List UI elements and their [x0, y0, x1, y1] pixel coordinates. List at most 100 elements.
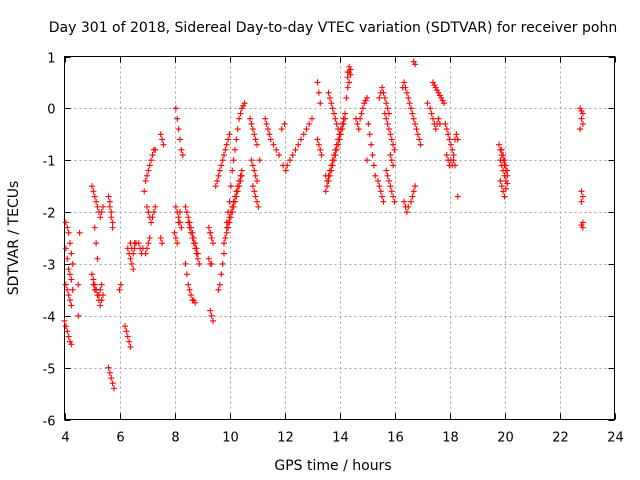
x-tick-label: 8	[171, 431, 179, 446]
data-point	[234, 126, 241, 133]
data-point	[449, 146, 456, 153]
data-point	[430, 115, 436, 122]
data-point	[64, 255, 71, 262]
data-point	[248, 120, 255, 127]
data-point	[252, 136, 259, 143]
data-point	[281, 120, 288, 127]
data-point	[93, 240, 100, 247]
data-point	[223, 141, 230, 148]
data-point	[450, 157, 457, 164]
data-point	[65, 266, 72, 273]
data-point	[300, 131, 307, 138]
data-point	[298, 136, 304, 143]
data-point	[98, 209, 105, 216]
data-point	[287, 157, 293, 164]
data-point	[410, 115, 417, 122]
data-point	[67, 297, 73, 304]
data-point	[124, 333, 131, 340]
data-point	[336, 136, 343, 143]
x-tick-label: 22	[552, 431, 569, 446]
data-point	[248, 157, 255, 164]
data-point	[146, 162, 153, 169]
data-point	[229, 203, 236, 210]
data-point	[578, 115, 585, 122]
data-point	[75, 312, 82, 319]
data-point	[424, 100, 431, 107]
data-point	[405, 94, 412, 101]
data-point	[97, 302, 104, 309]
data-point	[145, 209, 152, 216]
data-point	[238, 105, 245, 112]
x-tick-label: 12	[277, 431, 294, 446]
data-point	[364, 157, 370, 164]
data-point	[62, 245, 69, 252]
data-point	[238, 167, 245, 174]
data-point	[386, 126, 392, 133]
y-tick-label: -3	[43, 259, 56, 274]
data-point	[178, 146, 185, 153]
data-point	[109, 380, 116, 387]
data-point	[222, 235, 229, 241]
data-point	[106, 198, 113, 205]
data-point	[216, 281, 223, 288]
data-point	[97, 214, 104, 221]
data-point	[69, 286, 76, 293]
data-point	[284, 162, 291, 169]
data-point	[183, 271, 190, 278]
data-point	[221, 240, 227, 247]
data-point	[390, 141, 397, 148]
data-point	[329, 162, 336, 169]
data-point	[236, 115, 243, 122]
data-point	[579, 224, 586, 231]
data-point	[208, 235, 215, 241]
data-point	[175, 214, 182, 221]
data-point	[332, 115, 339, 122]
data-point	[390, 162, 397, 169]
data-point	[289, 152, 296, 159]
data-point	[498, 162, 505, 169]
tick-layer	[64, 56, 616, 421]
data-point	[142, 250, 149, 257]
data-point	[252, 193, 259, 200]
data-point	[383, 167, 390, 174]
data-point	[502, 177, 509, 184]
data-point	[270, 141, 277, 148]
data-point	[500, 167, 507, 174]
data-point	[149, 214, 156, 221]
data-point	[89, 271, 95, 278]
data-point	[65, 292, 72, 299]
data-point	[365, 120, 372, 127]
data-point	[171, 229, 178, 236]
data-point	[335, 141, 342, 148]
data-point	[391, 146, 398, 153]
data-point	[417, 141, 424, 148]
data-point	[266, 131, 273, 138]
data-point	[229, 167, 236, 174]
data-point	[117, 281, 124, 288]
data-point	[375, 177, 381, 184]
data-point	[90, 281, 97, 288]
data-point	[412, 61, 419, 68]
data-point	[94, 203, 101, 210]
x-tick-label: 16	[387, 431, 404, 446]
data-point	[183, 209, 190, 216]
data-point	[427, 105, 434, 112]
data-point	[322, 188, 329, 195]
data-point	[226, 214, 233, 221]
data-point	[370, 162, 377, 169]
data-point	[380, 89, 387, 96]
x-tick-label: 24	[607, 431, 624, 446]
data-point	[98, 297, 105, 304]
data-point	[578, 222, 585, 229]
data-point	[251, 167, 258, 174]
data-point	[384, 120, 391, 127]
data-point	[97, 286, 104, 293]
data-point	[67, 271, 73, 278]
data-point	[346, 79, 353, 86]
data-point	[175, 219, 182, 226]
data-point	[410, 58, 417, 65]
data-point	[251, 188, 258, 195]
data-point	[127, 343, 134, 350]
data-point	[412, 183, 419, 190]
data-point	[325, 89, 332, 96]
